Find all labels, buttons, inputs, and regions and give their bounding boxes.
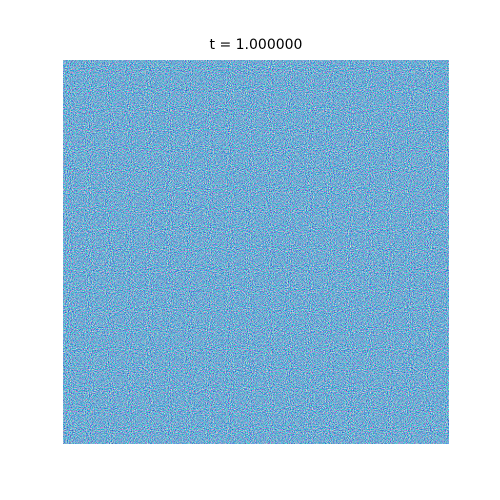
image [63, 60, 449, 444]
chart-title: t = 1.000000 [210, 37, 303, 53]
